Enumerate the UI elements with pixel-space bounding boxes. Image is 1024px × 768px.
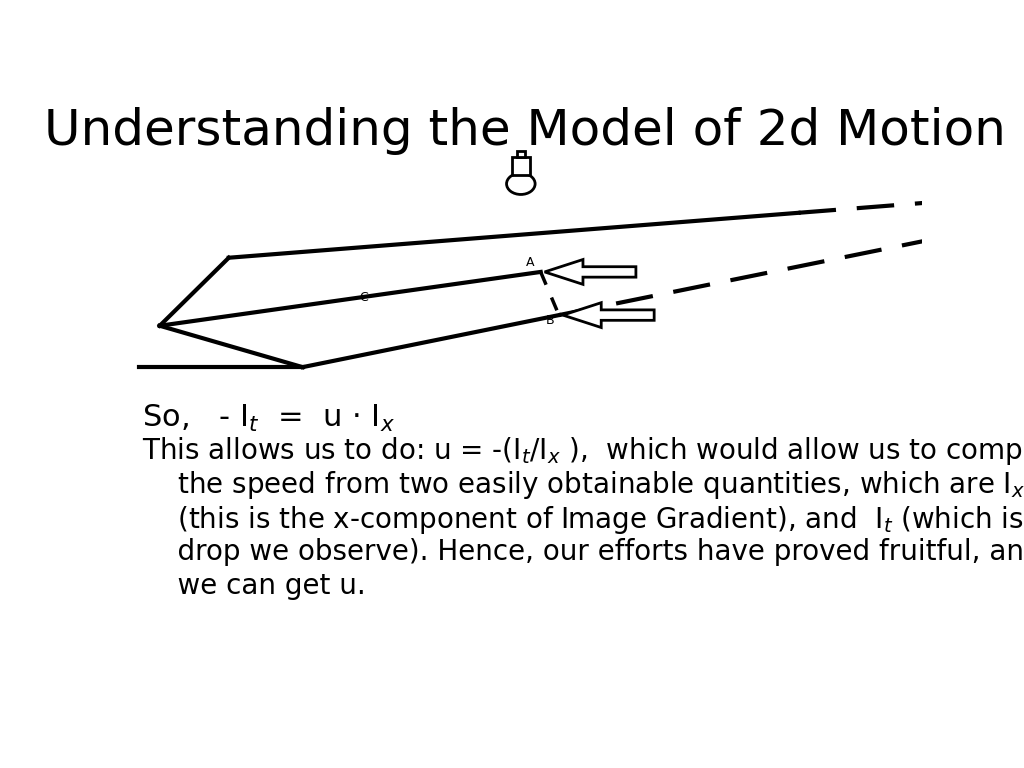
Bar [517, 151, 525, 157]
Text: the speed from two easily obtainable quantities, which are I$_x$: the speed from two easily obtainable qua… [142, 469, 1024, 502]
Bar [512, 157, 529, 175]
Text: So,   - I$_t$  =  u $\cdot$ I$_x$: So, - I$_t$ = u $\cdot$ I$_x$ [142, 402, 395, 434]
Text: B: B [546, 314, 554, 327]
Text: drop we observe). Hence, our efforts have proved fruitful, and: drop we observe). Hence, our efforts hav… [142, 538, 1024, 566]
Text: (this is the x-component of Image Gradient), and  I$_t$ (which is the: (this is the x-component of Image Gradie… [142, 504, 1024, 536]
Text: C: C [359, 291, 369, 304]
Polygon shape [545, 260, 636, 284]
Text: This allows us to do: u = -(I$_t$/I$_x$ ),  which would allow us to compute: This allows us to do: u = -(I$_t$/I$_x$ … [142, 435, 1024, 467]
Polygon shape [563, 303, 654, 327]
Circle shape [507, 173, 536, 194]
Text: Understanding the Model of 2d Motion: Understanding the Model of 2d Motion [44, 107, 1006, 155]
Text: A: A [525, 256, 535, 269]
Text: we can get u.: we can get u. [142, 572, 366, 601]
